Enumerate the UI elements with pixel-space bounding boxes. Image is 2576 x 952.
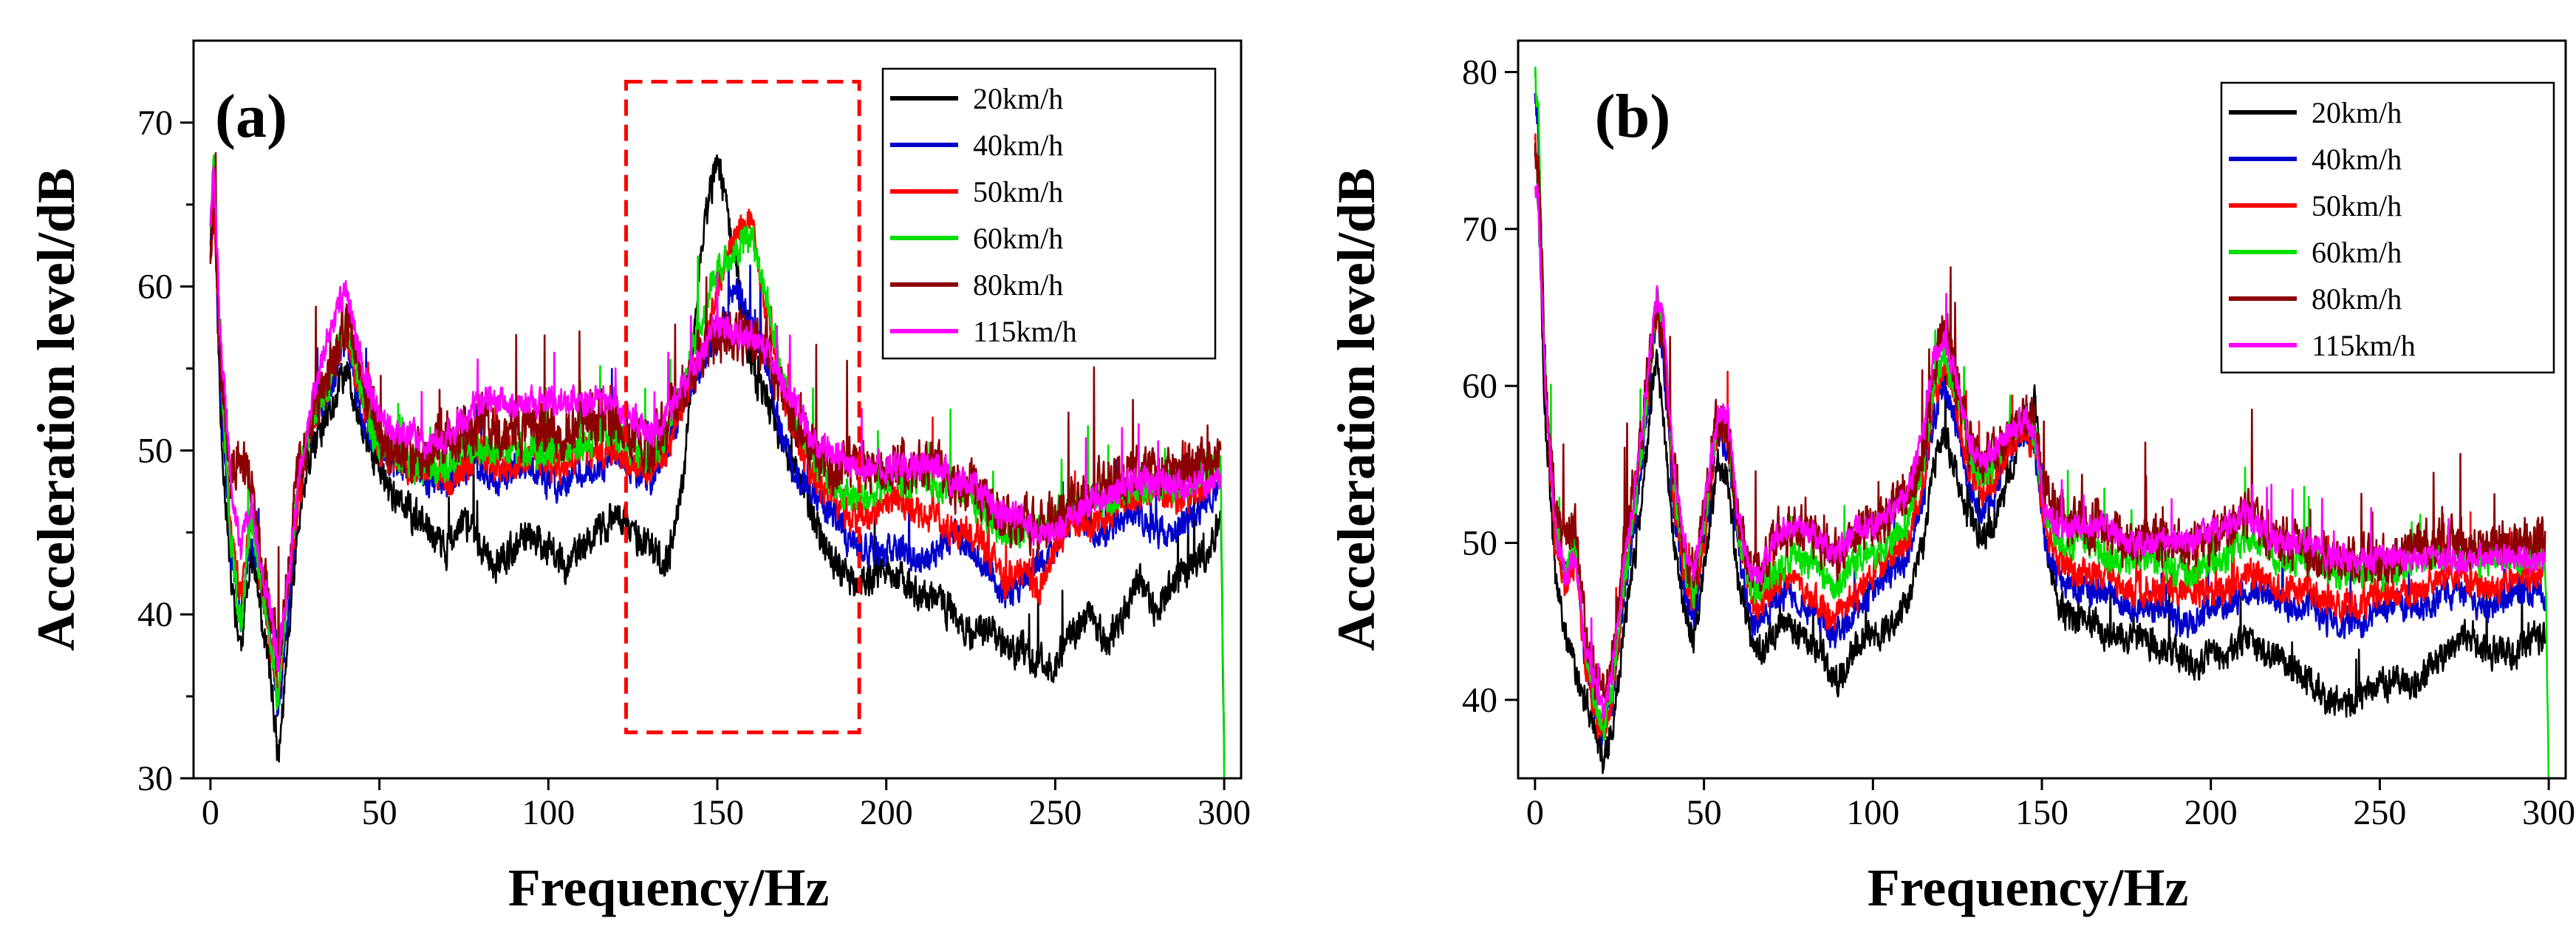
y-tick-label: 60	[1462, 367, 1497, 406]
y-axis-title: Acceleration level/dB	[1327, 168, 1386, 651]
x-tick-label: 50	[362, 793, 397, 832]
legend-entry-label: 40km/h	[2312, 143, 2402, 176]
legend: 20km/h 40km/h 50km/h 60km/h 80km/h 115km/h	[881, 67, 1217, 360]
chart-panel-a: 0 50 100 150 200 250 300 30 40 50 60 70 Frequency/Hz…	[27, 39, 1251, 917]
y-tick-label: 80	[1462, 52, 1497, 92]
legend-entry-label: 20km/h	[973, 82, 1063, 115]
legend-box	[2220, 81, 2555, 374]
x-axis-title: Frequency/Hz	[1868, 858, 2189, 917]
series-line-115km-h	[209, 166, 1222, 673]
series-group	[209, 152, 1226, 778]
x-tick-label: 0	[1526, 793, 1544, 832]
x-tick-label: 250	[2353, 793, 2406, 832]
series-line-115km-h	[1534, 183, 2546, 719]
legend-entry-label: 20km/h	[2312, 96, 2402, 129]
series-line-20km-h	[209, 154, 1226, 763]
x-tick-label: 0	[202, 793, 219, 832]
legend-entry-label: 50km/h	[973, 175, 1063, 208]
panel-label: (a)	[215, 82, 287, 151]
x-tick-label: 150	[2015, 793, 2068, 832]
x-tick-label: 150	[691, 793, 744, 832]
x-tick-label: 200	[860, 793, 913, 832]
legend-entry-label: 60km/h	[973, 222, 1063, 255]
x-tick-label: 200	[2184, 793, 2238, 832]
series-line-50km-h	[1534, 133, 2546, 739]
legend-box	[881, 67, 1217, 360]
legend-entry-label: 80km/h	[973, 268, 1063, 302]
chart-a-svg: 0 50 100 150 200 250 300 30 40 50 60 70 Frequency/Hz…	[27, 39, 1251, 917]
y-tick-label: 70	[1462, 210, 1497, 249]
y-tick-label: 30	[137, 759, 173, 798]
legend-entry-label: 115km/h	[2312, 329, 2416, 362]
y-tick-label: 40	[1462, 681, 1497, 720]
y-tick-label: 50	[1462, 523, 1497, 562]
legend-entry-label: 60km/h	[2312, 236, 2402, 269]
y-tick-label: 60	[137, 268, 173, 307]
x-tick-label: 300	[2522, 793, 2575, 832]
x-axis-title: Frequency/Hz	[508, 858, 830, 917]
chart-panel-b: 0 50 100 150 200 250 300 40 50 60 70 80 Frequency/Hz…	[1289, 0, 2576, 952]
x-tick-label: 50	[1687, 793, 1722, 832]
y-tick-label: 50	[137, 431, 173, 470]
x-tick-label: 100	[522, 793, 575, 832]
x-tick-label: 300	[1198, 793, 1251, 832]
legend-entry-label: 50km/h	[2312, 189, 2402, 222]
y-tick-label: 70	[137, 103, 173, 143]
highlight-region-box	[623, 79, 861, 735]
chart-b-svg: 0 50 100 150 200 250 300 40 50 60 70 80 Frequency/Hz…	[1327, 39, 2575, 917]
y-tick-label: 40	[137, 595, 173, 634]
y-axis-title: Acceleration level/dB	[27, 168, 86, 651]
legend-entry-label: 115km/h	[973, 315, 1077, 348]
series-group	[1534, 66, 2550, 778]
legend: 20km/h 40km/h 50km/h 60km/h 80km/h 115km/h	[2220, 81, 2555, 374]
legend-entry-label: 40km/h	[973, 129, 1063, 162]
legend-entry-label: 80km/h	[2312, 282, 2402, 316]
x-tick-label: 100	[1846, 793, 1899, 832]
panel-label: (b)	[1595, 82, 1671, 151]
x-tick-label: 250	[1028, 793, 1082, 832]
